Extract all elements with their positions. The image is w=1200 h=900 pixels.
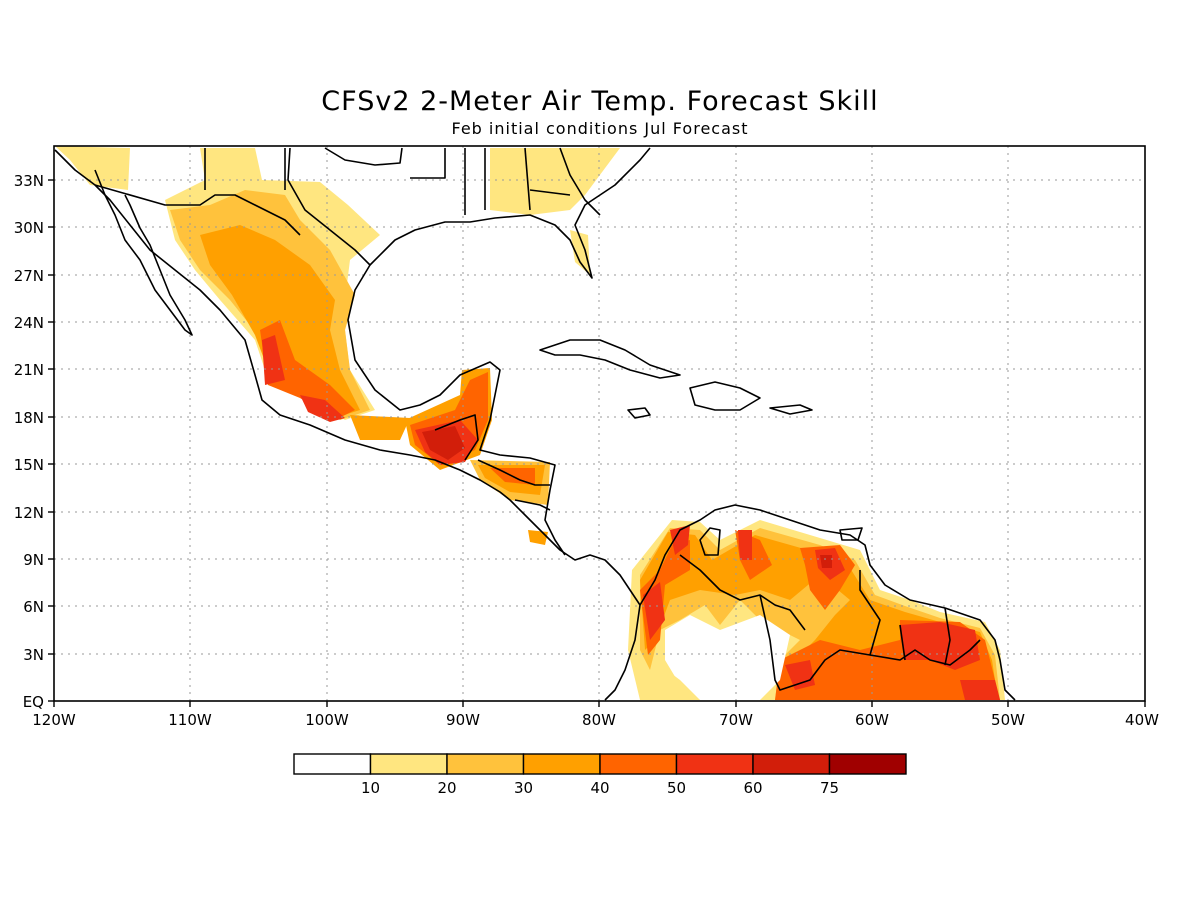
lon-tick-label: 100W [305,711,349,729]
axis-ticks [48,179,1146,707]
lat-tick-label: EQ [23,693,44,711]
lon-tick-label: 80W [582,711,616,729]
lat-tick-label: 33N [14,172,44,190]
lat-tick-label: 30N [14,219,44,237]
lat-tick-label: 18N [14,409,44,427]
coastlines [54,147,1016,701]
lat-tick-label: 24N [14,314,44,332]
legend-swatch-6 [752,753,831,775]
legend-swatch-4 [599,753,678,775]
legend-swatch-2 [446,753,525,775]
lon-tick-label: 90W [446,711,480,729]
lat-tick-label: 27N [14,267,44,285]
lat-tick-label: 9N [23,551,44,569]
lon-tick-label: 110W [168,711,212,729]
legend-label: 20 [437,779,456,797]
lon-tick-label: 50W [991,711,1025,729]
legend-label: 50 [667,779,686,797]
skill-shading [55,146,1005,700]
lon-tick-label: 60W [855,711,889,729]
legend-label: 10 [361,779,380,797]
legend-label: 40 [590,779,609,797]
legend-swatch-0 [293,753,372,775]
legend-label: 60 [743,779,762,797]
latitude-labels: EQ 3N 6N 9N 12N 15N 18N 21N 24N 27N 30N … [14,172,44,711]
lat-tick-label: 3N [23,646,44,664]
lat-tick-label: 12N [14,504,44,522]
legend-label: 75 [820,779,839,797]
lat-tick-label: 15N [14,456,44,474]
color-legend: 10 20 30 40 50 60 75 [293,753,907,797]
map-subtitle: Feb initial conditions Jul Forecast [451,119,749,138]
lon-tick-label: 40W [1125,711,1159,729]
legend-swatch-1 [369,753,448,775]
lon-tick-label: 120W [32,711,76,729]
lon-tick-label: 70W [719,711,753,729]
lat-tick-label: 6N [23,598,44,616]
map-title: CFSv2 2-Meter Air Temp. Forecast Skill [321,86,879,117]
lat-tick-label: 21N [14,361,44,379]
legend-swatch-5 [675,753,754,775]
legend-label: 30 [514,779,533,797]
longitude-labels: 120W 110W 100W 90W 80W 70W 60W 50W 40W [32,711,1159,729]
legend-swatch-3 [522,753,601,775]
legend-swatch-7 [828,753,907,775]
